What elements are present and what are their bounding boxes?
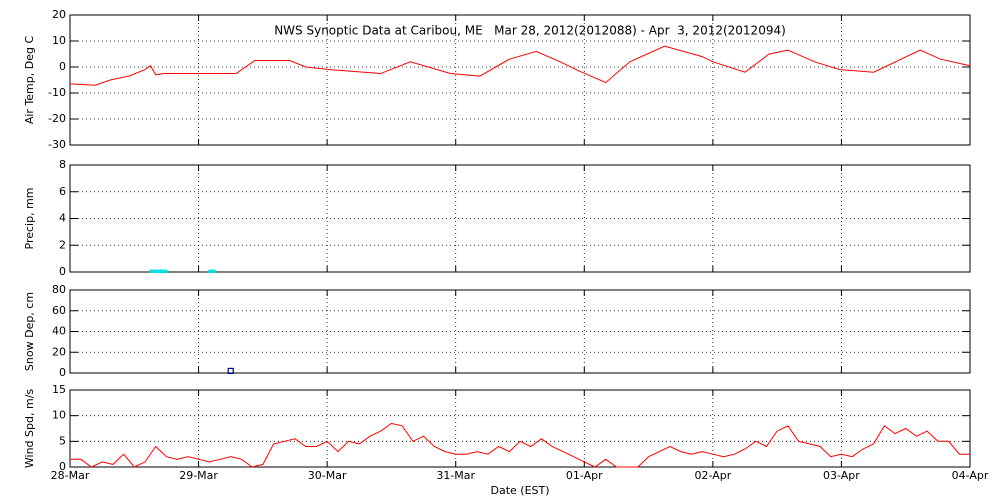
y-tick-label: 60 (52, 304, 66, 317)
x-tick-label: 28-Mar (51, 469, 90, 482)
y-tick-label: 8 (59, 158, 66, 171)
y-tick-label: 6 (59, 185, 66, 198)
y-tick-label: -30 (48, 138, 66, 151)
y-axis-label: Air Temp, Deg C (23, 36, 36, 125)
bar (208, 269, 216, 274)
data-line (70, 422, 970, 468)
plot-frame (69, 14, 971, 146)
y-tick-label: 20 (52, 8, 66, 21)
y-tick-label: 0 (59, 366, 66, 379)
x-tick-label: 29-Mar (179, 469, 218, 482)
chart-title: NWS Synoptic Data at Caribou, ME Mar 28,… (274, 24, 786, 38)
y-axis-label: Precip, mm (23, 188, 36, 250)
y-tick-label: 15 (52, 383, 66, 396)
y-tick-label: 2 (59, 238, 66, 251)
marker (227, 367, 234, 375)
y-tick-label: 40 (52, 325, 66, 338)
y-axis-label: Wind Spd, m/s (23, 389, 36, 469)
y-tick-label: 80 (52, 283, 66, 296)
y-tick-label: 0 (59, 60, 66, 73)
y-tick-label: -10 (48, 86, 66, 99)
x-tick-label: 31-Mar (436, 469, 475, 482)
y-tick-label: 4 (59, 212, 66, 225)
y-tick-label: 10 (52, 409, 66, 422)
y-axis-label: Snow Dep, cm (23, 292, 36, 371)
plot-frame (69, 164, 971, 273)
x-tick-label: 01-Apr (566, 469, 603, 482)
y-tick-label: 20 (52, 345, 66, 358)
x-tick-label: 04-Apr (952, 469, 989, 482)
y-tick-label: 0 (59, 460, 66, 473)
plot-frame (69, 389, 971, 468)
bar (160, 269, 168, 274)
plot-frame (69, 289, 971, 374)
x-axis-label: Date (EST) (490, 484, 549, 497)
y-tick-label: -20 (48, 112, 66, 125)
y-tick-label: 0 (59, 265, 66, 278)
data-line (69, 45, 971, 86)
x-tick-label: 02-Apr (694, 469, 731, 482)
y-tick-label: 10 (52, 34, 66, 47)
x-tick-label: 30-Mar (308, 469, 347, 482)
y-tick-label: 5 (59, 434, 66, 447)
x-tick-label: 03-Apr (823, 469, 860, 482)
